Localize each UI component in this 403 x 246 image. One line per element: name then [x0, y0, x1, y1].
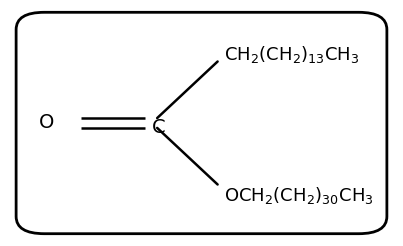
FancyBboxPatch shape [16, 12, 387, 234]
Text: O: O [39, 113, 54, 133]
Text: C: C [152, 118, 165, 138]
Text: CH$_2$(CH$_2$)$_{13}$CH$_3$: CH$_2$(CH$_2$)$_{13}$CH$_3$ [224, 44, 359, 65]
Text: OCH$_2$(CH$_2$)$_{30}$CH$_3$: OCH$_2$(CH$_2$)$_{30}$CH$_3$ [224, 185, 374, 206]
